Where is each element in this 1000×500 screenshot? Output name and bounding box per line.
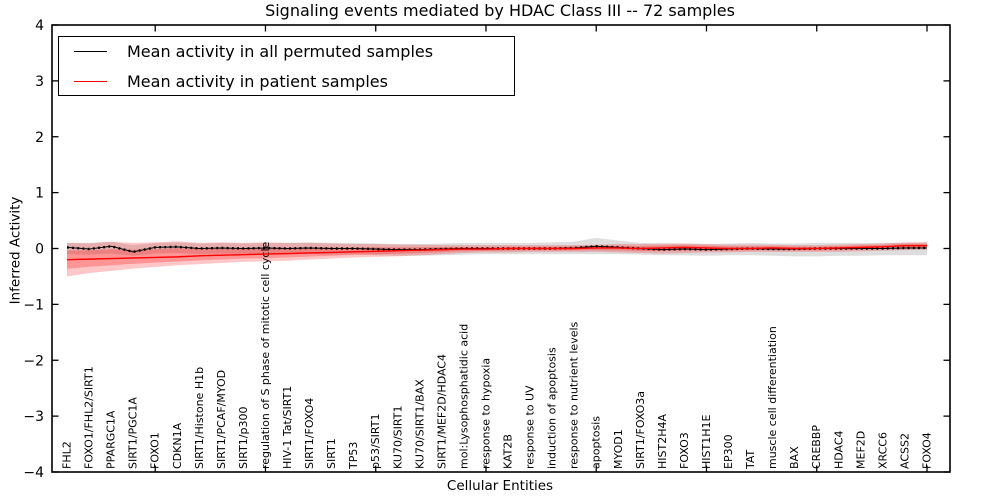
x-category-label: SIRT1/PGC1A <box>127 397 140 469</box>
x-category-label: apoptosis <box>590 416 603 469</box>
y-tick-label: −1 <box>23 297 44 313</box>
x-category-label: EP300 <box>722 434 735 469</box>
patient-band-inner <box>67 243 927 269</box>
x-category-label: FOXO3 <box>678 432 691 469</box>
y-tick-label: −4 <box>23 465 44 481</box>
x-category-label: SIRT1/MEF2D/HDAC4 <box>435 354 448 469</box>
x-category-label: SIRT1/PCAF/MYOD <box>215 370 228 469</box>
legend: Mean activity in all permuted samples Me… <box>58 36 515 96</box>
x-category-label: SIRT1 <box>325 438 338 469</box>
x-category-label: MEF2D <box>854 431 867 469</box>
x-category-label: ACSS2 <box>898 433 911 469</box>
x-category-label: HIST1H1E <box>700 415 713 469</box>
x-category-label: SIRT1/p300 <box>237 407 250 469</box>
x-category-label: BAX <box>788 446 801 469</box>
x-category-label: FOXO1 <box>149 432 162 469</box>
patient-band-outer <box>67 241 927 277</box>
x-category-label: induction of apoptosis <box>546 347 559 469</box>
x-category-label: HIV-1 Tat/SIRT1 <box>281 386 294 469</box>
x-category-label: PPARGC1A <box>105 410 118 469</box>
x-category-label: muscle cell differentiation <box>766 326 779 469</box>
x-category-label: response to UV <box>524 385 537 469</box>
y-tick-label: −3 <box>23 409 44 425</box>
x-category-label: response to hypoxia <box>479 358 492 469</box>
legend-label-permuted: Mean activity in all permuted samples <box>127 41 434 61</box>
x-category-label: KU70/SIRT1/BAX <box>413 379 426 469</box>
x-category-label: TAT <box>744 449 757 470</box>
x-category-label: TP53 <box>347 442 360 470</box>
x-category-label: response to nutrient levels <box>568 321 581 469</box>
permuted-band <box>67 237 927 257</box>
x-category-label: p53/SIRT1 <box>369 414 382 469</box>
x-category-label: HDAC4 <box>832 430 845 469</box>
x-category-label: FHL2 <box>61 441 74 469</box>
y-tick-label: 3 <box>35 74 44 90</box>
x-category-label: KAT2B <box>502 434 515 469</box>
y-tick-label: 0 <box>35 242 44 258</box>
x-category-label: HIST2H4A <box>656 414 669 469</box>
x-category-label: FOXO1/FHL2/SIRT1 <box>83 366 96 469</box>
x-category-label: CREBBP <box>810 425 823 469</box>
x-category-label: FOXO4 <box>921 432 934 469</box>
y-axis-label: Inferred Activity <box>7 196 24 305</box>
y-tick-label: 1 <box>35 186 44 202</box>
legend-item-permuted: Mean activity in all permuted samples <box>59 38 514 64</box>
x-category-label: regulation of S phase of mitotic cell cy… <box>259 241 272 469</box>
y-tick-label: 4 <box>35 18 44 34</box>
x-axis-label: Cellular Entities <box>446 478 554 494</box>
permuted-mean-line-markers <box>66 245 927 254</box>
y-tick-label: −2 <box>23 353 44 369</box>
y-tick-label: 2 <box>35 130 44 146</box>
x-category-label: MYOD1 <box>612 429 625 469</box>
legend-line-sample-red <box>74 80 107 82</box>
x-category-label: mol:Lysophosphatidic acid <box>457 324 470 469</box>
x-category-label: SIRT1/FOXO3a <box>634 391 647 469</box>
x-category-label: XRCC6 <box>876 432 889 469</box>
x-category-label: CDKN1A <box>171 422 184 469</box>
x-category-label: KU70/SIRT1 <box>391 406 404 469</box>
chart-title: Signaling events mediated by HDAC Class … <box>265 1 735 20</box>
x-category-label: SIRT1/Histone H1b <box>193 367 206 469</box>
legend-label-patient: Mean activity in patient samples <box>127 71 388 91</box>
patient-mean-line <box>66 245 927 261</box>
legend-item-patient: Mean activity in patient samples <box>59 68 514 94</box>
legend-line-sample-black <box>74 50 107 52</box>
x-category-label: SIRT1/FOXO4 <box>303 398 316 469</box>
